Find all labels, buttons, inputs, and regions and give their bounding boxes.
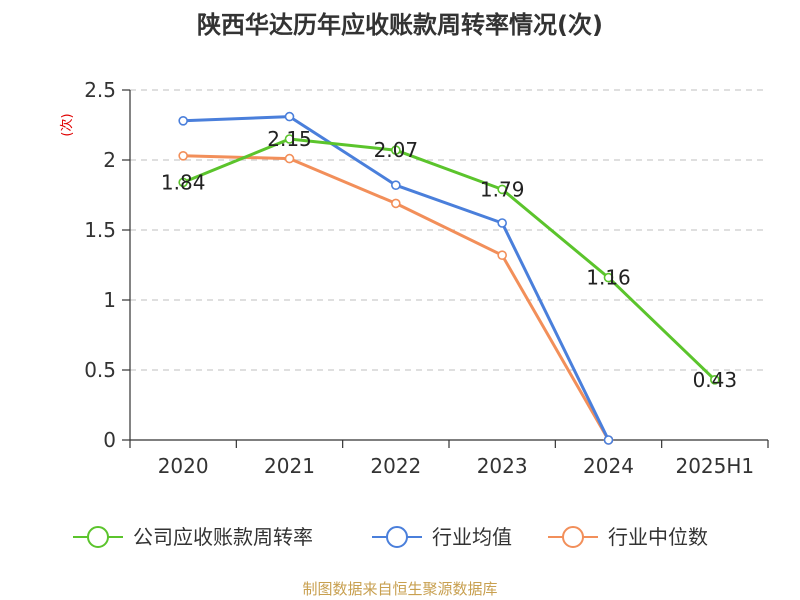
data-point bbox=[497, 250, 507, 260]
data-point bbox=[710, 374, 720, 385]
data-point bbox=[391, 145, 401, 155]
x-tick-label: 2022 bbox=[370, 454, 421, 478]
series-line bbox=[183, 154, 610, 441]
data-point bbox=[603, 435, 614, 445]
y-axis-label: (次) bbox=[59, 113, 75, 136]
y-tick-label: 0 bbox=[103, 428, 116, 452]
x-tick-label: 2023 bbox=[477, 454, 528, 478]
series-line bbox=[183, 115, 610, 441]
data-label: 0.43 bbox=[693, 368, 738, 392]
x-tick-label: 2021 bbox=[264, 454, 315, 478]
data-point bbox=[391, 198, 401, 209]
axes: 0 0.5 1 1.5 2 2.5 2020 2021 2022 2023 2024 2025H1 bbox=[84, 78, 769, 478]
data-label: 2.15 bbox=[267, 127, 312, 151]
data-point bbox=[391, 180, 401, 190]
series-line bbox=[182, 137, 716, 381]
data-point bbox=[497, 218, 507, 228]
x-tick-label: 2020 bbox=[158, 454, 209, 478]
legend-label: 公司应收账款周转率 bbox=[133, 525, 313, 549]
y-tick-label: 1 bbox=[103, 288, 116, 312]
data-labels: 1.84 2.15 2.07 1.79 1.16 0.43 bbox=[161, 127, 737, 392]
legend-swatch-marker bbox=[386, 526, 408, 548]
x-tick-label: 2025H1 bbox=[675, 454, 754, 478]
data-point bbox=[178, 177, 188, 188]
y-tick-label: 1.5 bbox=[84, 218, 116, 242]
data-label: 2.07 bbox=[374, 138, 419, 162]
series-layer bbox=[178, 111, 720, 445]
data-point bbox=[284, 153, 295, 164]
data-label: 1.16 bbox=[586, 266, 631, 290]
y-tick-label: 0.5 bbox=[84, 358, 116, 382]
data-label: 1.84 bbox=[161, 170, 206, 194]
legend: 公司应收账款周转率 行业均值 行业中位数 bbox=[73, 525, 708, 549]
data-point bbox=[284, 111, 295, 122]
data-point bbox=[178, 151, 188, 161]
legend-label: 行业均值 bbox=[432, 525, 512, 549]
y-tick-label: 2 bbox=[103, 148, 116, 172]
data-point bbox=[178, 116, 188, 126]
x-tick-label: 2024 bbox=[583, 454, 634, 478]
data-point bbox=[284, 134, 295, 144]
legend-swatch-marker bbox=[87, 526, 109, 548]
y-tick-label: 2.5 bbox=[84, 78, 116, 102]
legend-swatch-marker bbox=[562, 526, 584, 548]
data-label: 1.79 bbox=[480, 177, 525, 201]
legend-label: 行业中位数 bbox=[608, 525, 708, 549]
chart-title: 陕西华达历年应收账款周转率情况(次) bbox=[197, 11, 603, 39]
data-point bbox=[603, 272, 614, 283]
data-point bbox=[497, 184, 507, 195]
source-note: 制图数据来自恒生聚源数据库 bbox=[302, 580, 497, 598]
